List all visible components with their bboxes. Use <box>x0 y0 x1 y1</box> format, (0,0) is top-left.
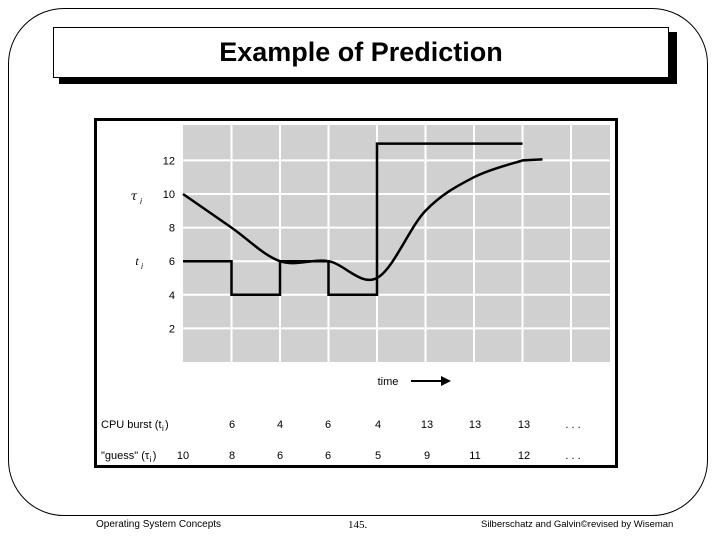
table-row-label: CPU burst (t <box>101 419 162 431</box>
footer-credits: Silberschatz and Galvin©revised by Wisem… <box>481 519 674 530</box>
guess-curve <box>182 158 543 282</box>
y-tick-label: 2 <box>169 323 175 335</box>
table-cell-value: . . . <box>565 419 580 431</box>
table-row-label: "guess" (τ <box>101 450 150 462</box>
t-axis-subscript: i <box>141 262 143 271</box>
plot-background <box>183 125 610 362</box>
prediction-figure: 2 4 6 8 10 12 τ i t i time CPU burst (t i) 6 4 6 4 13 13 13… <box>94 118 618 468</box>
figure-panel: 2 4 6 8 10 12 τ i t i time CPU burst (t i) 6 4 6 4 13 13 13… <box>97 121 615 465</box>
tau-axis-label: τ <box>131 189 138 203</box>
slide-title: Example of Prediction <box>219 37 503 67</box>
cpu-burst-step-line <box>183 142 523 297</box>
table-cell-value: 13 <box>518 419 530 431</box>
table-cell-value: 13 <box>469 419 481 431</box>
table-cell-value: 4 <box>277 419 283 431</box>
y-tick-label: 6 <box>169 256 175 268</box>
tau-axis-subscript: i <box>140 197 142 206</box>
table-row-label-end: ) <box>153 450 157 462</box>
table-cell-value: 6 <box>229 419 235 431</box>
y-tick-label: 12 <box>163 155 175 167</box>
table-cell-value: 4 <box>375 419 381 431</box>
table-cell-value: 6 <box>277 450 283 462</box>
table-row-label-subscript: i <box>150 455 152 464</box>
table-cell-value: 6 <box>325 419 331 431</box>
table-cell-value: . . . <box>565 450 580 462</box>
y-tick-label: 8 <box>169 223 175 235</box>
table-cell-value: 12 <box>518 450 530 462</box>
y-tick-label: 10 <box>163 189 175 201</box>
y-tick-label: 4 <box>169 290 175 302</box>
footer-page-number: 145. <box>348 519 368 531</box>
table-cell-value: 9 <box>424 450 430 462</box>
table-cell-value: 11 <box>469 450 480 462</box>
table-cell-value: 8 <box>229 450 235 462</box>
slide-frame <box>8 8 708 516</box>
time-arrow-head <box>441 376 451 386</box>
footer-course: Operating System Concepts <box>96 519 222 530</box>
table-cell-value: 13 <box>421 419 433 431</box>
t-axis-label: t <box>135 254 139 268</box>
time-axis-label: time <box>378 376 399 388</box>
table-cell-value: 10 <box>177 450 189 462</box>
table-row-label-end: ) <box>165 419 169 431</box>
table-cell-value: 6 <box>325 450 331 462</box>
table-cell-value: 5 <box>375 450 381 462</box>
table-row-label-subscript: i <box>162 424 164 433</box>
title-box: Example of Prediction <box>53 27 669 78</box>
